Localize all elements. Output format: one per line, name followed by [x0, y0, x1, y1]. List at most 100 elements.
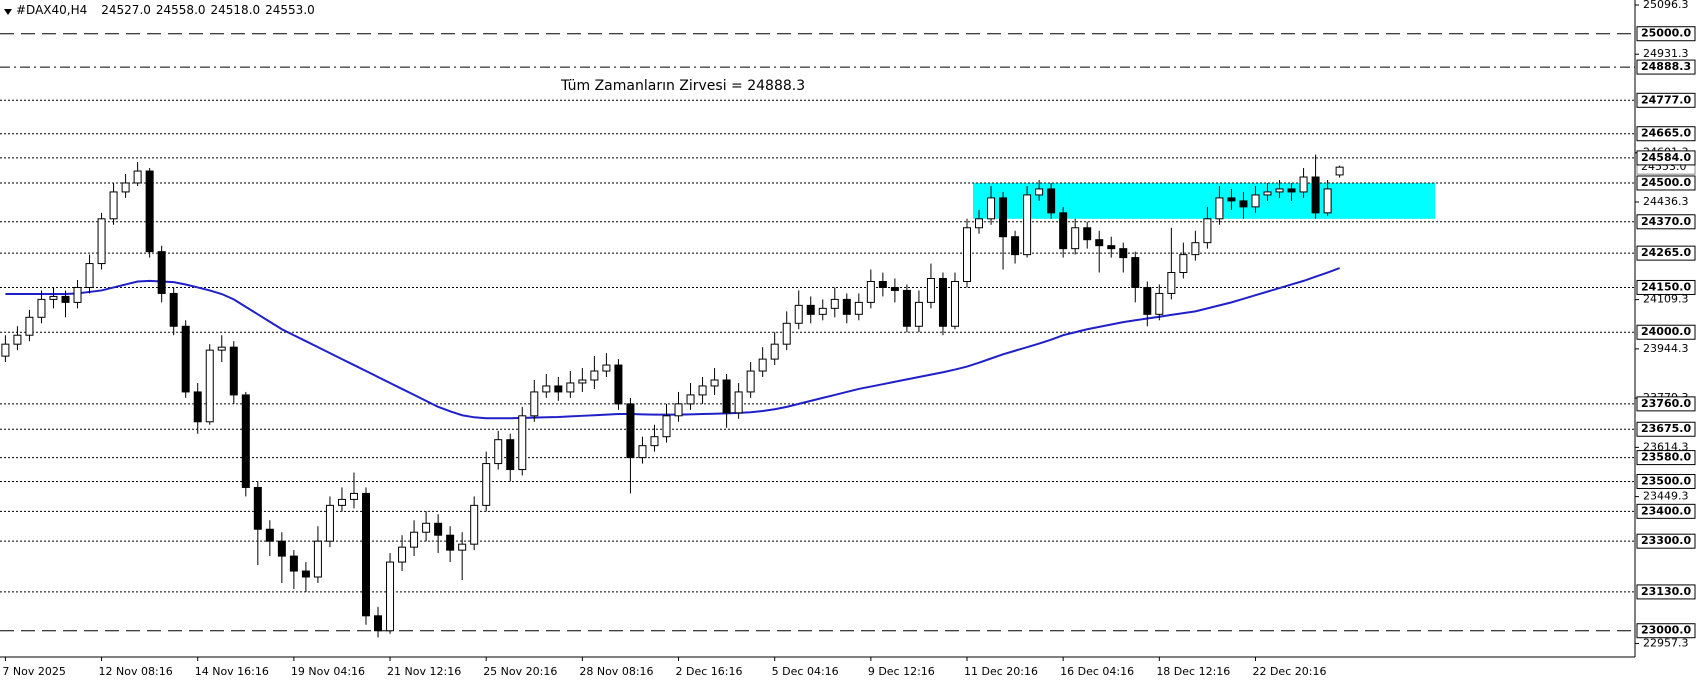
level-label: 23675.0 [1641, 422, 1691, 435]
header: #DAX40,H4 24527.0 24558.0 24518.0 24553.… [16, 3, 315, 17]
candle-body [674, 403, 683, 417]
candle-body [530, 391, 539, 417]
ohlc-high: 24558.0 [155, 3, 206, 17]
candle-body [926, 278, 935, 303]
candle-body [890, 286, 899, 291]
candle-body [1095, 239, 1104, 247]
level-label: 24150.0 [1641, 280, 1691, 293]
level-label-box [1636, 126, 1696, 142]
candle-body [1035, 188, 1044, 196]
candle-body [794, 304, 803, 324]
candle-body [1107, 245, 1116, 250]
candle-body [205, 349, 214, 423]
level-label: 24777.0 [1641, 93, 1691, 106]
candle-body [1191, 242, 1200, 256]
candle-body [470, 504, 479, 545]
candle-body [506, 439, 515, 471]
x-tick-label: 12 Nov 08:16 [99, 665, 173, 678]
level-label-box [1636, 396, 1696, 412]
candle-body [494, 439, 503, 465]
level-label-box [1636, 150, 1696, 166]
candle-body [37, 298, 46, 318]
level-label-box [1636, 92, 1696, 108]
ohlc-close: 24553.0 [265, 3, 315, 17]
collapse-icon[interactable] [4, 9, 12, 15]
x-tick-label: 22 Dec 20:16 [1252, 665, 1326, 678]
x-tick-label: 5 Dec 04:16 [772, 665, 839, 678]
candle-body [1263, 191, 1272, 196]
candle-body [73, 286, 82, 303]
level-label-box [1636, 421, 1696, 437]
level-label: 24500.0 [1641, 176, 1691, 189]
x-tick-label: 28 Nov 08:16 [579, 665, 653, 678]
candle-body [157, 251, 166, 294]
candle-body [542, 385, 551, 393]
x-tick-label: 18 Dec 12:16 [1156, 665, 1230, 678]
x-tick-label: 25 Nov 20:16 [483, 665, 557, 678]
level-label-box [1636, 245, 1696, 261]
candle-body [902, 289, 911, 327]
level-label-box [1636, 175, 1696, 191]
level-label-box [1636, 324, 1696, 340]
x-tick-label: 19 Nov 04:16 [291, 665, 365, 678]
candle-body [301, 570, 310, 578]
candle-body [578, 379, 587, 384]
candle-body [1251, 194, 1260, 208]
candle-body [1299, 176, 1308, 193]
candle-body [1275, 188, 1284, 193]
level-label-box [1636, 26, 1696, 42]
candle-body [650, 436, 659, 447]
y-tick-label: 24931.3 [1643, 47, 1689, 60]
zone [973, 182, 1435, 219]
candle-body [1323, 188, 1332, 214]
candle-body [602, 364, 611, 372]
candle-body [818, 307, 827, 315]
candle-body [434, 522, 443, 536]
candle-body [1287, 188, 1296, 193]
candle-body [963, 227, 971, 282]
candle-body [181, 325, 190, 393]
candle-body [614, 364, 623, 405]
candle-body [1011, 236, 1020, 256]
candle-body [349, 492, 358, 500]
candle-body [169, 292, 178, 327]
candle-body [566, 382, 575, 393]
candle-body [698, 385, 707, 396]
y-tick-label: 24109.3 [1643, 293, 1689, 306]
candle-body [722, 379, 731, 414]
level-label-box [1636, 533, 1696, 549]
candle-body [1335, 166, 1344, 176]
candle-body [133, 170, 142, 184]
level-label: 23500.0 [1641, 474, 1691, 487]
level-label: 25000.0 [1641, 27, 1691, 40]
candle-body [975, 218, 984, 229]
level-label: 23580.0 [1641, 451, 1691, 464]
candle-body [1, 343, 10, 357]
level-label: 24265.0 [1641, 246, 1691, 259]
level-label: 23400.0 [1641, 504, 1691, 517]
candle-body [1023, 194, 1032, 256]
y-tick-label: 23944.3 [1643, 342, 1689, 355]
candle-body [422, 522, 431, 533]
candle-body [109, 191, 118, 220]
candle-body [145, 170, 154, 253]
candle-body [458, 543, 467, 551]
axis-mask [1636, 0, 1699, 684]
candle-body [49, 295, 58, 300]
candle-body [61, 295, 70, 303]
candle-body [1143, 286, 1152, 315]
candle-body [253, 486, 262, 530]
candle-body [229, 346, 238, 396]
level-label: 24584.0 [1641, 151, 1691, 164]
ohlc-open: 24527.0 [101, 3, 151, 17]
candle-body [1311, 176, 1320, 214]
candle-body [25, 316, 34, 336]
candle-body [446, 534, 455, 551]
level-label: 23760.0 [1641, 397, 1691, 410]
candle-body [1119, 248, 1128, 259]
y-tick-label: 24436.3 [1643, 195, 1689, 208]
x-tick-label: 7 Nov 2025 [2, 665, 65, 678]
symbol: #DAX40,H4 [16, 3, 88, 17]
x-tick-label: 14 Nov 16:16 [195, 665, 269, 678]
candle-body [13, 334, 22, 345]
